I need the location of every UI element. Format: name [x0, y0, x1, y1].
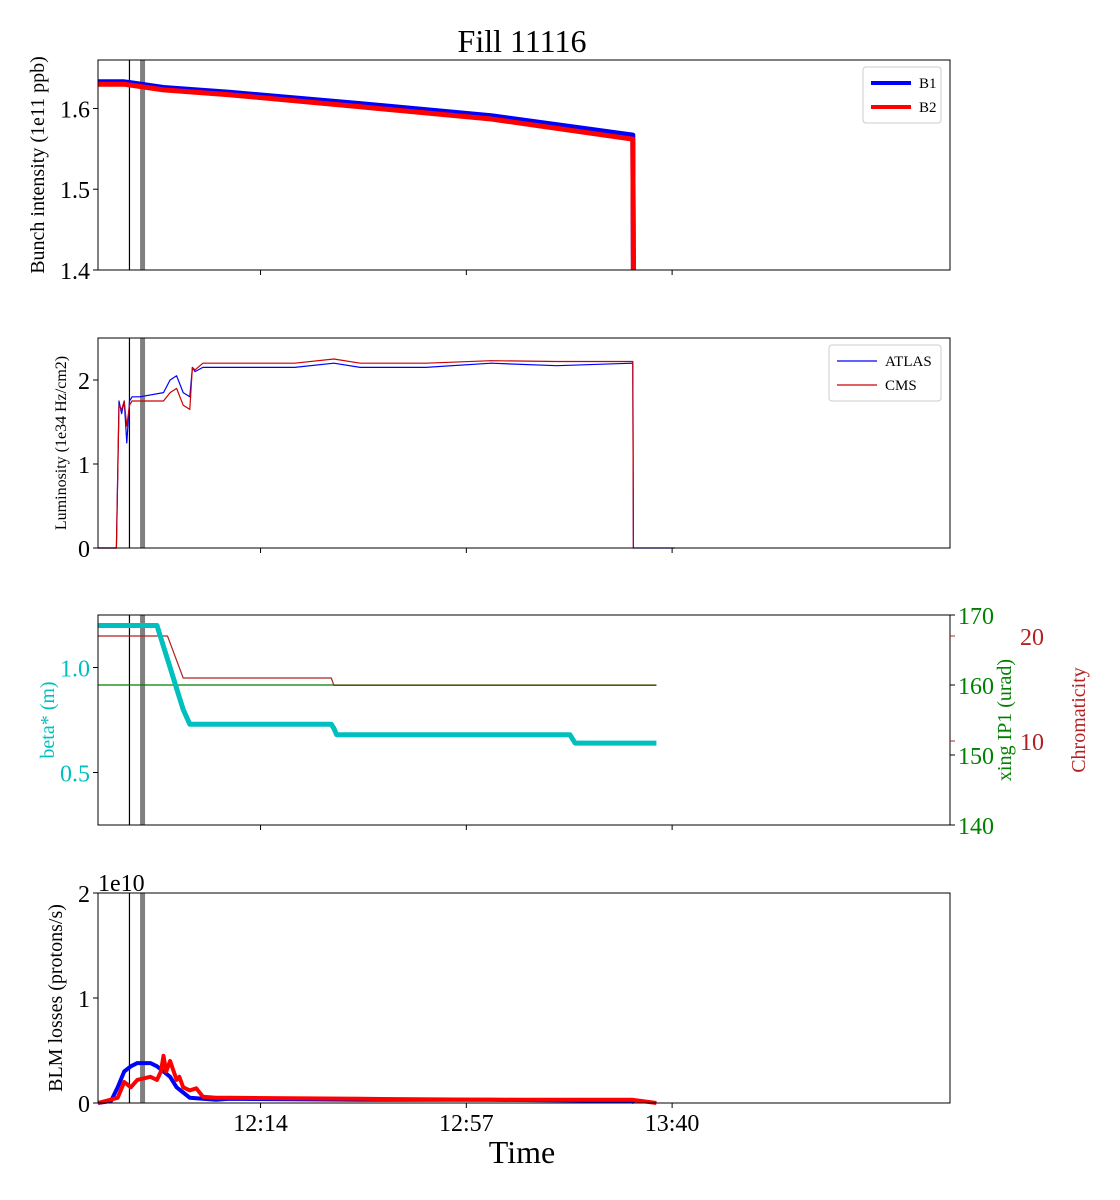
y-right-tick-label: 140	[958, 814, 994, 840]
series-line-cms	[98, 358, 635, 549]
panel-optics: 0.5 1.0 140 150 160 170 10 20 beta* (m) xing IP1 …	[37, 604, 1090, 840]
y-tick-label: 1	[78, 987, 90, 1013]
y-tick-label: 1.4	[60, 259, 90, 285]
figure-title: Fill 11116	[458, 23, 587, 59]
y-tick-label: 0	[78, 1092, 90, 1118]
y-right2-tick-label: 20	[1020, 625, 1044, 651]
y-axis-label: BLM losses (protons/s)	[45, 904, 67, 1092]
x-axis-label: Time	[489, 1134, 555, 1170]
y-axis-label: Bunch intensity (1e11 ppb)	[27, 56, 49, 274]
chart-panels: 1.4 1.5 1.6 Bunch intensity (1e11 ppb) B1 B2 0…	[27, 56, 1090, 1137]
y-right-axis-label: xing IP1 (urad)	[994, 659, 1016, 781]
y-right2-axis-label: Chromaticity	[1068, 667, 1090, 773]
legend-label: CMS	[885, 378, 917, 394]
legend	[828, 344, 942, 402]
y-right-tick-label: 150	[958, 744, 994, 770]
x-tick-label: 13:40	[645, 1111, 700, 1137]
y-axis-label: Luminosity (1e34 Hz/cm2)	[53, 356, 70, 530]
y-tick-label: 0.5	[60, 762, 90, 788]
plot-frame	[97, 614, 951, 826]
plot-frame	[97, 337, 951, 549]
series-line-chromaticity	[98, 635, 657, 687]
panel-bunch-intensity: 1.4 1.5 1.6 Bunch intensity (1e11 ppb) B1 B2	[27, 56, 951, 285]
y-tick-label: 2	[78, 369, 90, 395]
series-line-b2	[98, 81, 636, 271]
y-tick-label: 0	[78, 537, 90, 563]
y-tick-label: 1.5	[60, 178, 90, 204]
panel-luminosity: 0 1 2 Luminosity (1e34 Hz/cm2) ATLAS CMS	[53, 337, 951, 563]
y-axis-label: beta* (m)	[37, 681, 59, 758]
y-right-tick-label: 170	[958, 604, 994, 630]
legend-label: ATLAS	[885, 354, 932, 370]
y-tick-label: 1.6	[60, 97, 90, 123]
y-tick-label: 1	[78, 453, 90, 479]
legend-label: B1	[919, 76, 937, 92]
series-line-b2	[97, 1053, 657, 1105]
y-offset-label: 1e10	[98, 871, 145, 897]
y-right2-tick-label: 10	[1020, 730, 1044, 756]
legend-label: B2	[919, 100, 937, 116]
y-tick-label: 1.0	[60, 657, 90, 683]
x-tick-label: 12:14	[233, 1111, 288, 1137]
plot-frame	[97, 59, 951, 271]
series-line-beta	[98, 623, 657, 746]
y-right-tick-label: 160	[958, 674, 994, 700]
y-tick-label: 2	[78, 882, 90, 908]
panel-blm-losses: 0 1 2 12:14 12:57 13:40 BLM losses (protons/s)…	[45, 871, 951, 1137]
x-tick-label: 12:57	[439, 1111, 494, 1137]
